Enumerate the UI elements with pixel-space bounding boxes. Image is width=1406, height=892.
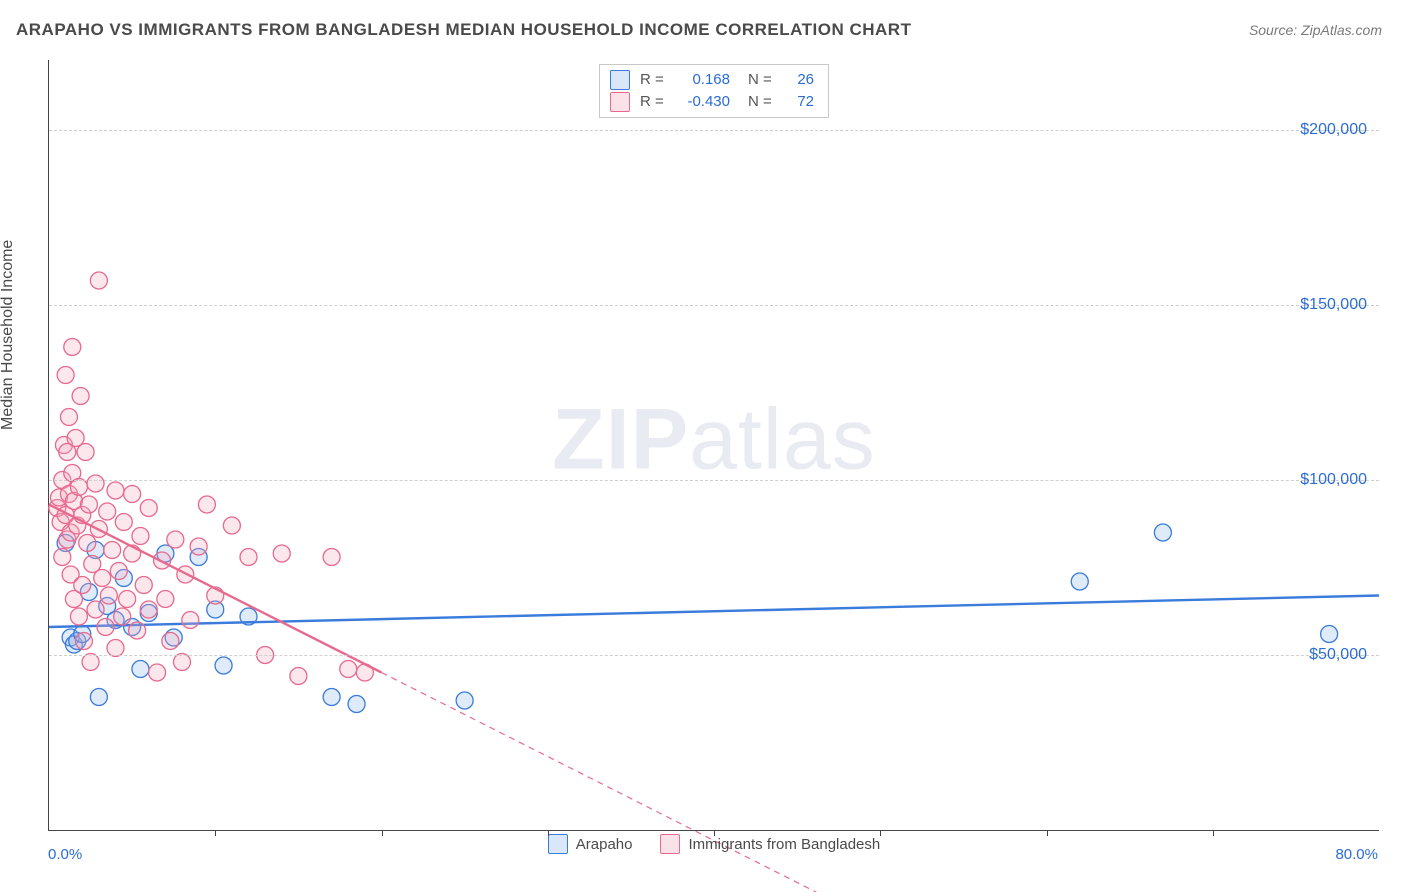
series-legend: Arapaho Immigrants from Bangladesh	[49, 834, 1379, 858]
y-tick-label: $100,000	[1300, 471, 1367, 489]
x-tick	[382, 830, 383, 836]
gridline	[49, 305, 1379, 306]
x-tick	[1213, 830, 1214, 836]
x-tick	[714, 830, 715, 836]
legend-swatch	[660, 834, 680, 854]
bangladesh-point	[74, 577, 91, 594]
bangladesh-point	[75, 633, 92, 650]
bangladesh-point	[223, 517, 240, 534]
bangladesh-point	[100, 587, 117, 604]
scatter-svg	[49, 60, 1379, 830]
bangladesh-point	[90, 272, 107, 289]
chart-title: ARAPAHO VS IMMIGRANTS FROM BANGLADESH ME…	[16, 20, 911, 40]
bangladesh-point	[115, 514, 132, 531]
bangladesh-point	[57, 367, 74, 384]
bangladesh-point	[87, 475, 104, 492]
bangladesh-point	[94, 570, 111, 587]
bangladesh-point	[79, 535, 96, 552]
x-axis-min-label: 0.0%	[48, 846, 82, 863]
bangladesh-point	[140, 601, 157, 618]
bangladesh-point	[149, 664, 166, 681]
legend-label: Arapaho	[576, 836, 633, 853]
bangladesh-point	[60, 409, 77, 426]
y-axis-label: Median Household Income	[0, 240, 17, 430]
plot-area: ZIPatlas R =0.168N =26R =-0.430N =72 Ara…	[48, 60, 1379, 831]
legend-item-arapaho: Arapaho	[548, 834, 633, 854]
bangladesh-point	[104, 542, 121, 559]
bangladesh-point	[119, 591, 136, 608]
bangladesh-point	[182, 612, 199, 629]
source-value: ZipAtlas.com	[1301, 22, 1382, 38]
legend-item-bangladesh: Immigrants from Bangladesh	[660, 834, 880, 854]
gridline	[49, 130, 1379, 131]
bangladesh-trendline	[49, 505, 382, 673]
arapaho-point	[323, 689, 340, 706]
bangladesh-point	[97, 619, 114, 636]
bangladesh-point	[54, 549, 71, 566]
bangladesh-point	[323, 549, 340, 566]
bangladesh-point	[107, 640, 124, 657]
source-attribution: Source: ZipAtlas.com	[1249, 22, 1382, 38]
source-label: Source:	[1249, 22, 1297, 38]
bangladesh-point	[157, 591, 174, 608]
bangladesh-point	[80, 496, 97, 513]
legend-label: Immigrants from Bangladesh	[688, 836, 880, 853]
arapaho-point	[1071, 573, 1088, 590]
bangladesh-point	[110, 563, 127, 580]
bangladesh-point	[72, 388, 89, 405]
arapaho-point	[215, 657, 232, 674]
bangladesh-point	[70, 479, 87, 496]
bangladesh-point	[290, 668, 307, 685]
bangladesh-point	[70, 608, 87, 625]
bangladesh-trendline-extrapolated	[382, 673, 1380, 892]
bangladesh-point	[132, 528, 149, 545]
x-tick	[880, 830, 881, 836]
bangladesh-point	[273, 545, 290, 562]
bangladesh-point	[198, 496, 215, 513]
bangladesh-point	[174, 654, 191, 671]
bangladesh-point	[190, 538, 207, 555]
arapaho-point	[90, 689, 107, 706]
bangladesh-point	[77, 444, 94, 461]
bangladesh-point	[162, 633, 179, 650]
bangladesh-point	[340, 661, 357, 678]
bangladesh-point	[140, 500, 157, 517]
bangladesh-point	[64, 339, 81, 356]
bangladesh-point	[99, 503, 116, 520]
y-tick-label: $200,000	[1300, 121, 1367, 139]
x-tick	[548, 830, 549, 836]
x-axis-max-label: 80.0%	[1335, 846, 1378, 863]
gridline	[49, 655, 1379, 656]
bangladesh-point	[124, 486, 141, 503]
arapaho-point	[1154, 524, 1171, 541]
x-tick	[1047, 830, 1048, 836]
bangladesh-point	[167, 531, 184, 548]
bangladesh-point	[240, 549, 257, 566]
arapaho-point	[132, 661, 149, 678]
arapaho-point	[1321, 626, 1338, 643]
bangladesh-point	[82, 654, 99, 671]
bangladesh-point	[135, 577, 152, 594]
bangladesh-point	[114, 608, 131, 625]
gridline	[49, 480, 1379, 481]
y-tick-label: $150,000	[1300, 296, 1367, 314]
arapaho-point	[456, 692, 473, 709]
arapaho-point	[348, 696, 365, 713]
bangladesh-point	[107, 482, 124, 499]
x-tick	[215, 830, 216, 836]
legend-swatch	[548, 834, 568, 854]
bangladesh-point	[87, 601, 104, 618]
y-tick-label: $50,000	[1309, 646, 1367, 664]
bangladesh-point	[129, 622, 146, 639]
